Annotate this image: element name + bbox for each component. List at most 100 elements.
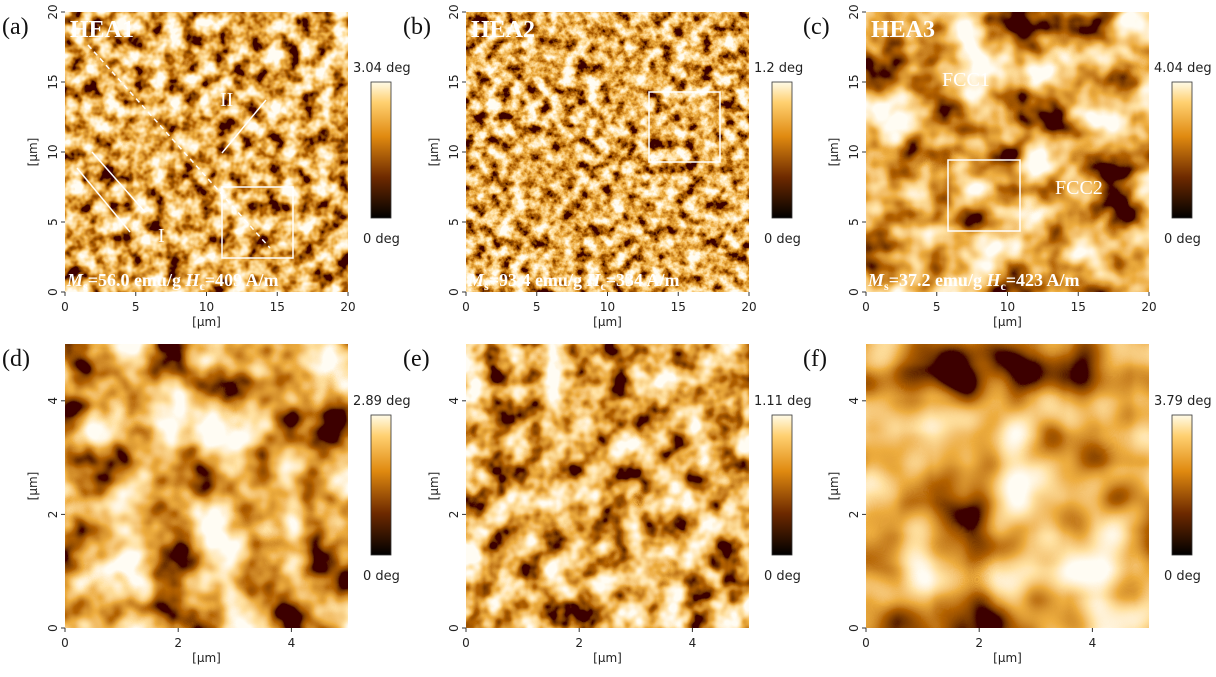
y-tick-label: 15 (447, 74, 461, 89)
y-tick-label: 5 (46, 218, 60, 226)
properties-caption: Ms=93.4 emu/g Hc=334 A/m (467, 270, 680, 293)
caption-part: s (884, 279, 889, 293)
x-axis-label: [μm] (593, 651, 622, 665)
caption-part: M (467, 270, 485, 290)
x-tick-label: 10 (199, 300, 214, 314)
annotation-line (91, 151, 146, 213)
caption-part: s (484, 279, 489, 293)
annotation-line (221, 99, 267, 154)
panel-title: HEA3 (871, 17, 935, 43)
x-tick-label: 0 (462, 636, 470, 650)
y-axis-label: [μm] (827, 472, 841, 501)
selection-box (648, 91, 721, 163)
x-tick-label: 5 (533, 300, 541, 314)
x-tick-label: 2 (575, 636, 583, 650)
caption-part: M (66, 270, 84, 290)
marker-label: FCC2 (1055, 177, 1103, 199)
mfm-image (65, 344, 348, 628)
colorbar-min: 0 deg (1164, 569, 1201, 584)
y-tick-label: 5 (447, 218, 461, 226)
caption-part: =423 A/m (1006, 270, 1080, 290)
colorbar-min: 0 deg (1164, 232, 1201, 247)
panel-title: HEA1 (70, 17, 134, 43)
colorbar-max: 2.89 deg (353, 394, 411, 409)
x-tick-label: 4 (689, 636, 697, 650)
caption-part: s (83, 279, 88, 293)
colorbar-min: 0 deg (363, 232, 400, 247)
colorbar-max: 3.04 deg (353, 61, 411, 76)
x-axis-label: [μm] (993, 315, 1022, 329)
y-tick-label: 10 (46, 144, 60, 159)
caption-part: =409 A/m (205, 270, 279, 290)
x-tick-label: 10 (600, 300, 615, 314)
panel-title: HEA2 (471, 17, 535, 43)
colorbar-max: 1.2 deg (754, 61, 803, 76)
caption-part: H (184, 270, 200, 290)
mfm-image (65, 12, 348, 292)
panel-label: (c) (803, 14, 830, 40)
y-tick-label: 20 (46, 4, 60, 19)
y-axis-label: [μm] (26, 472, 40, 501)
y-axis-label: [μm] (26, 138, 40, 167)
x-tick-label: 0 (462, 300, 470, 314)
caption-part: c (600, 279, 606, 293)
x-tick-label: 4 (288, 636, 296, 650)
colorbar-max: 1.11 deg (754, 394, 812, 409)
y-tick-label: 10 (447, 144, 461, 159)
x-axis-label: [μm] (993, 651, 1022, 665)
marker-label: FCC1 (942, 69, 990, 91)
x-tick-label: 0 (61, 636, 69, 650)
annotation-line (76, 167, 131, 233)
caption-part: =37.2 emu/g (889, 270, 987, 290)
colorbar (771, 414, 793, 556)
selection-box (221, 186, 294, 259)
x-tick-label: 15 (671, 300, 686, 314)
y-axis-label: [μm] (427, 472, 441, 501)
y-tick-label: 2 (847, 511, 861, 519)
y-tick-label: 0 (847, 288, 861, 296)
y-tick-label: 15 (847, 74, 861, 89)
marker-label: II (220, 89, 233, 111)
x-tick-label: 20 (1141, 300, 1156, 314)
panel-label: (e) (403, 346, 430, 372)
x-tick-label: 4 (1089, 636, 1097, 650)
y-tick-label: 0 (847, 624, 861, 632)
x-tick-label: 5 (132, 300, 140, 314)
panel-label: (b) (403, 14, 431, 40)
x-tick-label: 0 (862, 636, 870, 650)
colorbar (1171, 81, 1193, 219)
x-tick-label: 20 (741, 300, 756, 314)
colorbar-min: 0 deg (363, 569, 400, 584)
x-tick-label: 0 (862, 300, 870, 314)
x-tick-label: 5 (933, 300, 941, 314)
panel-label: (d) (2, 346, 30, 372)
mfm-image (466, 344, 749, 628)
caption-part: c (199, 279, 205, 293)
colorbar (370, 81, 392, 219)
y-axis-label: [μm] (427, 138, 441, 167)
colorbar (370, 414, 392, 556)
y-axis-label: [μm] (827, 138, 841, 167)
caption-part: M (867, 270, 885, 290)
panel-label: (f) (803, 346, 827, 372)
colorbar-max: 4.04 deg (1154, 61, 1212, 76)
colorbar-max: 3.79 deg (1154, 394, 1212, 409)
selection-box (947, 159, 1021, 232)
caption-part: =56.0 emu/g (88, 270, 186, 290)
y-tick-label: 5 (847, 218, 861, 226)
y-tick-label: 0 (447, 624, 461, 632)
x-tick-label: 15 (270, 300, 285, 314)
properties-caption: Ms=56.0 emu/g Hc=409 A/m (66, 270, 279, 293)
y-tick-label: 4 (46, 397, 60, 405)
panel-label: (a) (2, 14, 29, 40)
mfm-image (866, 12, 1149, 292)
y-tick-label: 0 (46, 624, 60, 632)
y-tick-label: 2 (447, 511, 461, 519)
mfm-image (866, 344, 1149, 628)
y-tick-label: 4 (847, 397, 861, 405)
y-tick-label: 15 (46, 74, 60, 89)
x-tick-label: 2 (975, 636, 983, 650)
y-tick-label: 10 (847, 144, 861, 159)
colorbar-min: 0 deg (764, 232, 801, 247)
